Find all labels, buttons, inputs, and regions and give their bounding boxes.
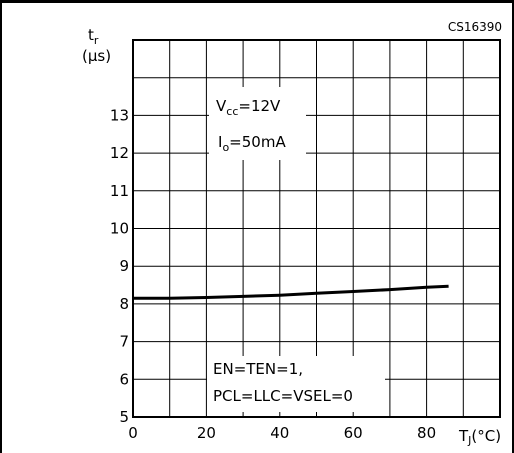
y-tick-label: 12 xyxy=(110,144,129,162)
x-axis-label-main: T xyxy=(458,427,469,445)
y-tick-label: 5 xyxy=(119,408,129,426)
series-line xyxy=(133,284,449,300)
x-tick-label: 80 xyxy=(417,424,436,442)
x-tick-label: 20 xyxy=(197,424,216,442)
top-rule xyxy=(0,0,514,3)
y-tick-label: 8 xyxy=(119,295,129,313)
plot-border xyxy=(132,39,501,418)
y-axis-label-main: t xyxy=(88,26,94,44)
x-tick-label: 0 xyxy=(128,424,138,442)
y-axis-unit: (μs) xyxy=(82,47,111,65)
y-tick-label: 9 xyxy=(119,257,129,275)
x-tick-label: 60 xyxy=(344,424,363,442)
x-axis-label-unit: (°C) xyxy=(471,427,501,445)
x-tick-label: 40 xyxy=(270,424,289,442)
y-tick-label: 13 xyxy=(110,106,129,124)
y-axis-label-sub: r xyxy=(94,34,99,47)
x-axis-label: TJ(°C) xyxy=(458,427,501,447)
y-tick-labels: 5 6 7 8 9 10 11 12 13 xyxy=(110,106,129,426)
series-group xyxy=(133,284,449,300)
conditions-bottom-box xyxy=(207,356,385,412)
condition-en-ten: EN=TEN=1, xyxy=(213,360,303,378)
condition-pcl-llc-vsel: PCL=LLC=VSEL=0 xyxy=(213,387,353,405)
y-tick-label: 6 xyxy=(119,370,129,388)
condition-vcc: Vcc=12V xyxy=(216,97,281,118)
y-tick-label: 10 xyxy=(110,220,129,238)
figure-code: CS16390 xyxy=(448,20,502,34)
y-tick-label: 7 xyxy=(119,333,129,351)
conditions-top-box xyxy=(209,87,306,160)
x-axis-label-sub: J xyxy=(467,434,471,447)
y-tick-label: 11 xyxy=(110,182,129,200)
condition-io: Io=50mA xyxy=(218,133,286,154)
y-axis-label: tr xyxy=(88,26,99,47)
x-tick-labels: 0 20 40 60 80 xyxy=(128,424,436,442)
